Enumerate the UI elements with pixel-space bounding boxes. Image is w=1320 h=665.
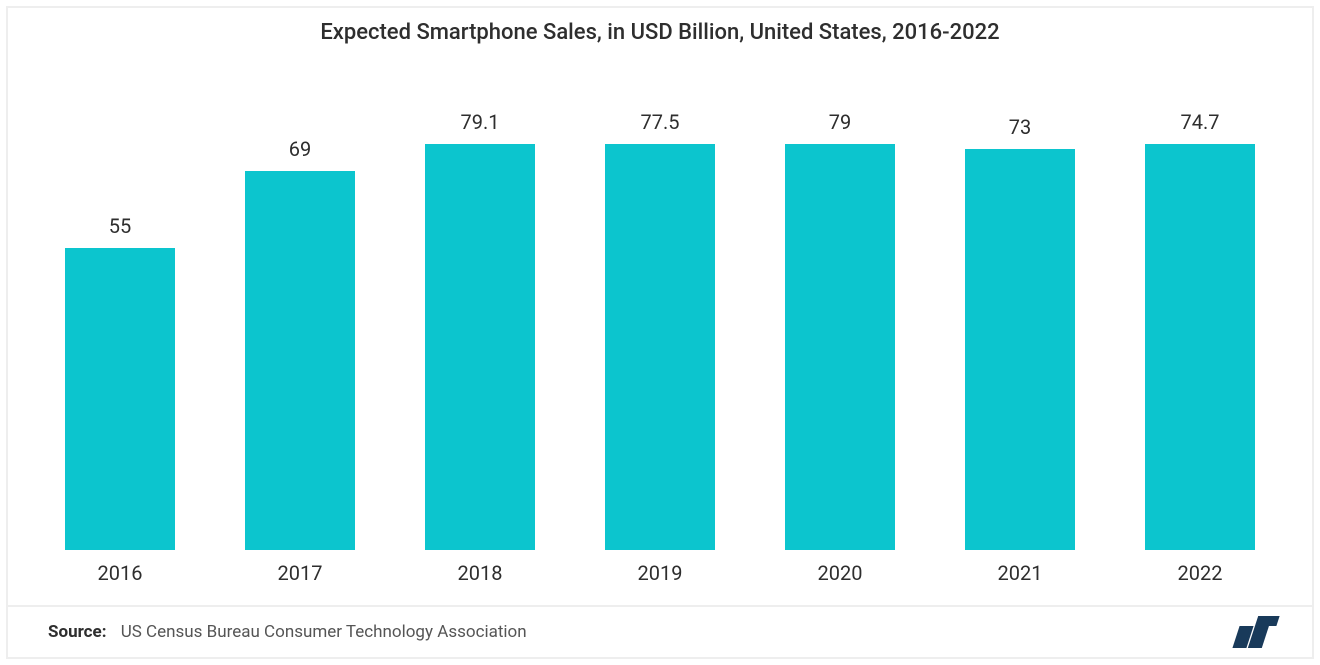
x-axis-label: 2016 <box>30 561 210 585</box>
source-attribution: Source: US Census Bureau Consumer Techno… <box>48 622 527 642</box>
bar-slot: 73 <box>930 110 1110 550</box>
bar-slot: 79 <box>750 110 930 550</box>
x-axis-label: 2017 <box>210 561 390 585</box>
bar <box>965 149 1075 551</box>
bar-value-label: 79 <box>829 110 851 134</box>
bars-container: 55 69 79.1 77.5 79 73 74.7 <box>30 110 1290 550</box>
bar-value-label: 77.5 <box>641 110 680 134</box>
bar <box>605 144 715 550</box>
mordor-intelligence-logo-icon <box>1236 616 1278 648</box>
chart-plot-area: 55 69 79.1 77.5 79 73 74.7 <box>30 110 1290 550</box>
bar-value-label: 69 <box>289 137 311 161</box>
x-axis-label: 2022 <box>1110 561 1290 585</box>
bar-value-label: 74.7 <box>1181 110 1220 134</box>
source-prefix: Source: <box>48 622 106 642</box>
bar-slot: 69 <box>210 110 390 550</box>
chart-footer: Source: US Census Bureau Consumer Techno… <box>8 605 1312 657</box>
bar-value-label: 55 <box>109 214 131 238</box>
bar <box>425 144 535 550</box>
bar <box>785 144 895 550</box>
x-axis-label: 2019 <box>570 561 750 585</box>
bar-value-label: 79.1 <box>461 110 500 134</box>
bar-slot: 55 <box>30 110 210 550</box>
bar <box>1145 144 1255 550</box>
bar-value-label: 73 <box>1009 115 1031 139</box>
bar-slot: 79.1 <box>390 110 570 550</box>
x-axis-label: 2018 <box>390 561 570 585</box>
bar-slot: 77.5 <box>570 110 750 550</box>
bar-slot: 74.7 <box>1110 110 1290 550</box>
source-text: US Census Bureau Consumer Technology Ass… <box>121 622 527 642</box>
bar <box>65 248 175 551</box>
x-axis-label: 2020 <box>750 561 930 585</box>
bar <box>245 171 355 551</box>
x-axis-label: 2021 <box>930 561 1110 585</box>
x-axis-labels: 2016201720182019202020212022 <box>30 561 1290 585</box>
